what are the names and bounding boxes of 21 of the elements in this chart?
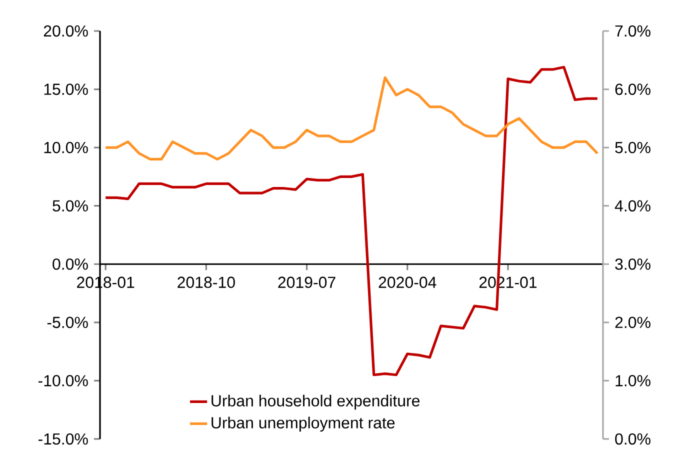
y-tick-label: -5.0% bbox=[47, 316, 88, 328]
x-tick-label: 2018-10 bbox=[178, 276, 235, 288]
y2-tick-label: 7.0% bbox=[615, 25, 650, 37]
y-tick-label: 10.0% bbox=[44, 142, 88, 154]
y2-tick-label: 0.0% bbox=[615, 433, 650, 445]
y-tick-label: 20.0% bbox=[44, 25, 88, 37]
y2-tick-label: 3.0% bbox=[615, 258, 650, 270]
y2-tick-label: 4.0% bbox=[614, 200, 650, 212]
x-tick-label: 2019-07 bbox=[278, 276, 336, 288]
y2-tick-label: 1.0% bbox=[616, 375, 650, 386]
y2-tick-label: 2.0% bbox=[615, 316, 650, 328]
y2-tick-label: 6.0% bbox=[615, 84, 650, 95]
legend-label: Urban unemployment rate bbox=[212, 416, 395, 432]
y-tick-label: -10.0% bbox=[38, 375, 88, 386]
y2-tick-label: 5.0% bbox=[615, 142, 650, 154]
y-tick-label: 5.0% bbox=[52, 200, 88, 212]
y-tick-label: 15.0% bbox=[44, 84, 88, 95]
legend-label: Urban household expenditure bbox=[212, 394, 420, 410]
x-tick-label: 2020-04 bbox=[378, 276, 436, 288]
y-tick-label: -15.0% bbox=[38, 433, 88, 445]
y-tick-label: 0.0% bbox=[52, 258, 88, 270]
